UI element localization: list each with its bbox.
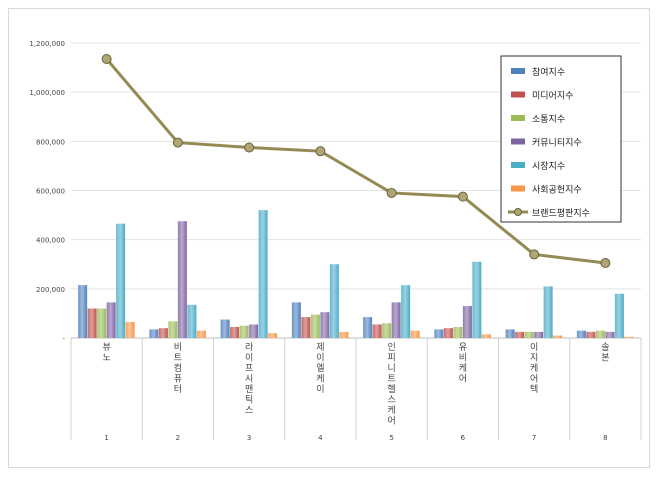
bar <box>595 330 605 338</box>
y-tick-label: 800,000 <box>36 138 65 146</box>
line-point <box>244 142 255 153</box>
bar <box>249 324 259 338</box>
bar <box>168 321 178 338</box>
bar <box>434 329 444 338</box>
legend-label: 브랜드평판지수 <box>532 208 590 219</box>
bar <box>230 326 240 338</box>
legend-swatch <box>511 68 525 74</box>
legend-swatch <box>511 115 525 121</box>
legend-swatch <box>511 91 525 98</box>
bar <box>125 322 135 338</box>
legend-label: 미디어지수 <box>532 91 573 102</box>
legend-swatch <box>511 185 525 192</box>
line-point <box>600 258 611 269</box>
legend-label: 소통지수 <box>532 114 565 125</box>
bar <box>614 293 624 338</box>
bar <box>453 326 463 338</box>
rank-label: 5 <box>389 434 393 442</box>
legend-marker <box>514 208 522 216</box>
y-tick-label: 200,000 <box>36 286 65 294</box>
line-point <box>529 249 540 260</box>
bar <box>372 324 382 338</box>
line-point <box>457 191 468 202</box>
bar <box>605 331 615 338</box>
bar <box>106 302 116 338</box>
y-tick-label: 1,200,000 <box>29 40 65 48</box>
bar <box>524 331 534 338</box>
bar <box>239 325 249 338</box>
bar <box>505 329 515 338</box>
bar <box>363 317 373 338</box>
rank-label: 6 <box>461 434 466 442</box>
legend-label: 사회공헌지수 <box>532 185 582 196</box>
bar <box>462 306 472 338</box>
legend-swatch <box>511 162 525 168</box>
bar <box>624 336 634 338</box>
bar <box>220 319 230 338</box>
bar <box>443 328 453 338</box>
bar <box>196 330 206 338</box>
bar <box>87 308 97 338</box>
brand-reputation-chart: - 200,000 400,000 600,000 800,000 1,000,000 1,… <box>29 40 642 442</box>
line-point <box>172 137 183 148</box>
legend-label: 참여지수 <box>532 66 565 78</box>
y-tick-label: 600,000 <box>36 188 65 196</box>
bar <box>268 333 278 338</box>
bar <box>97 308 107 338</box>
line-point <box>101 53 112 64</box>
bar <box>310 314 320 338</box>
bar <box>586 331 596 338</box>
bar <box>553 335 563 338</box>
bar <box>78 285 88 338</box>
bar <box>187 304 197 338</box>
legend-label: 시장지수 <box>532 161 565 172</box>
rank-label: 8 <box>603 434 607 442</box>
y-tick-label: 400,000 <box>36 237 65 245</box>
bar <box>543 286 553 338</box>
bar <box>258 210 268 338</box>
legend-label: 커뮤니티지수 <box>532 138 582 149</box>
y-tick-label: - <box>62 335 65 343</box>
rank-label: 2 <box>176 434 180 442</box>
bar <box>301 317 311 338</box>
bar <box>481 334 491 338</box>
line-point <box>315 146 326 157</box>
bar <box>515 331 525 338</box>
bar <box>158 328 168 338</box>
bar <box>177 221 187 338</box>
legend-swatch <box>511 138 525 145</box>
bar <box>472 261 482 338</box>
rank-label: 4 <box>318 434 323 442</box>
bar <box>576 330 586 338</box>
rank-label: 7 <box>532 434 536 442</box>
y-tick-label: 1,000,000 <box>29 89 65 97</box>
rank-label: 3 <box>247 434 251 442</box>
rank-label: 1 <box>104 434 108 442</box>
bar <box>149 329 159 338</box>
bar <box>401 285 411 338</box>
bar <box>382 323 392 338</box>
bar <box>291 302 301 338</box>
bar <box>391 302 401 338</box>
chart-frame: - 200,000 400,000 600,000 800,000 1,000,000 1,… <box>8 8 650 468</box>
bar <box>116 223 126 338</box>
line-series <box>105 58 606 265</box>
bar <box>329 264 339 338</box>
bar <box>339 331 349 338</box>
bar <box>320 312 330 338</box>
line-point <box>386 187 397 198</box>
bar <box>410 330 420 338</box>
bar <box>534 331 544 338</box>
